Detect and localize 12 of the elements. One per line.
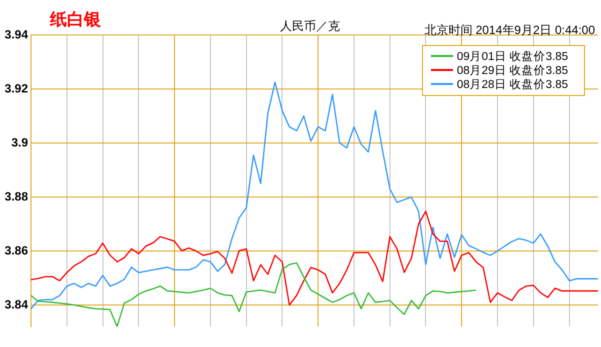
y-tick-label: 3.86 [4,243,28,258]
legend-label: 08月29日 收盘价3.85 [456,64,568,78]
annotation: 北京时间 2014年9月2日 0:44:00 [424,22,595,39]
chart-title: 纸白银 [50,9,101,31]
y-tick-label: 3.94 [4,27,28,42]
y-tick-label: 3.92 [4,81,28,96]
y-tick-label: 3.88 [4,189,28,204]
legend-label: 09月01日 收盘价3.85 [456,50,568,64]
y-tick-label: 3.84 [4,297,28,312]
legend-label: 08月28日 收盘价3.85 [456,78,568,92]
y-tick-label: 3.9 [11,135,28,150]
chart-subtitle: 人民币／克 [280,18,340,35]
